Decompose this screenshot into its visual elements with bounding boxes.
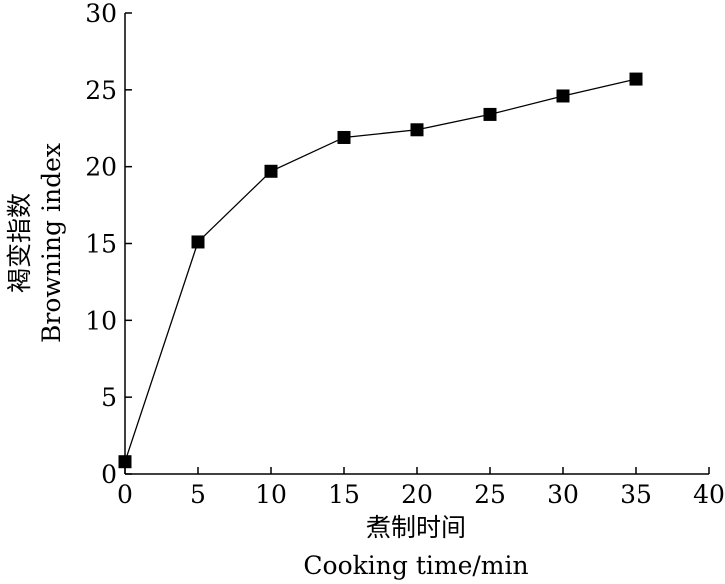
x-axis-label-cn: 煮制时间: [366, 513, 466, 542]
x-tick-label: 35: [620, 480, 652, 509]
x-tick-label: 20: [401, 480, 433, 509]
x-tick-label: 40: [693, 480, 725, 509]
data-point: [337, 130, 351, 144]
y-tick-label: 25: [85, 76, 117, 105]
data-point: [483, 107, 497, 121]
x-tick-label: 10: [255, 480, 287, 509]
x-tick-label: 30: [547, 480, 579, 509]
y-tick-label: 20: [85, 153, 117, 182]
data-point: [629, 72, 643, 86]
y-tick-label: 0: [101, 460, 117, 489]
data-point: [118, 455, 132, 469]
ticks: 0 5 10 15 20 25 30 35 40 0 5 10 15 20 25 30: [85, 0, 725, 509]
x-tick-label: 5: [190, 480, 206, 509]
data-point: [556, 89, 570, 103]
y-tick-label: 5: [101, 383, 117, 412]
y-tick-label: 10: [85, 306, 117, 335]
axis-labels: 煮制时间 Cooking time/min 褐变指数 Browning inde…: [5, 143, 529, 580]
y-axis-label-en: Browning index: [37, 143, 66, 343]
y-tick-label: 15: [85, 230, 117, 259]
data-point: [191, 235, 205, 249]
y-tick-label: 30: [85, 0, 117, 28]
x-tick-label: 25: [474, 480, 506, 509]
x-tick-label: 0: [117, 480, 133, 509]
data-point: [264, 164, 278, 178]
y-axis-label-cn: 褐变指数: [5, 193, 34, 293]
series: [118, 72, 643, 469]
x-tick-label: 15: [328, 480, 360, 509]
x-axis-label-en: Cooking time/min: [303, 551, 528, 580]
series-line: [124, 78, 637, 462]
data-point: [410, 123, 424, 137]
